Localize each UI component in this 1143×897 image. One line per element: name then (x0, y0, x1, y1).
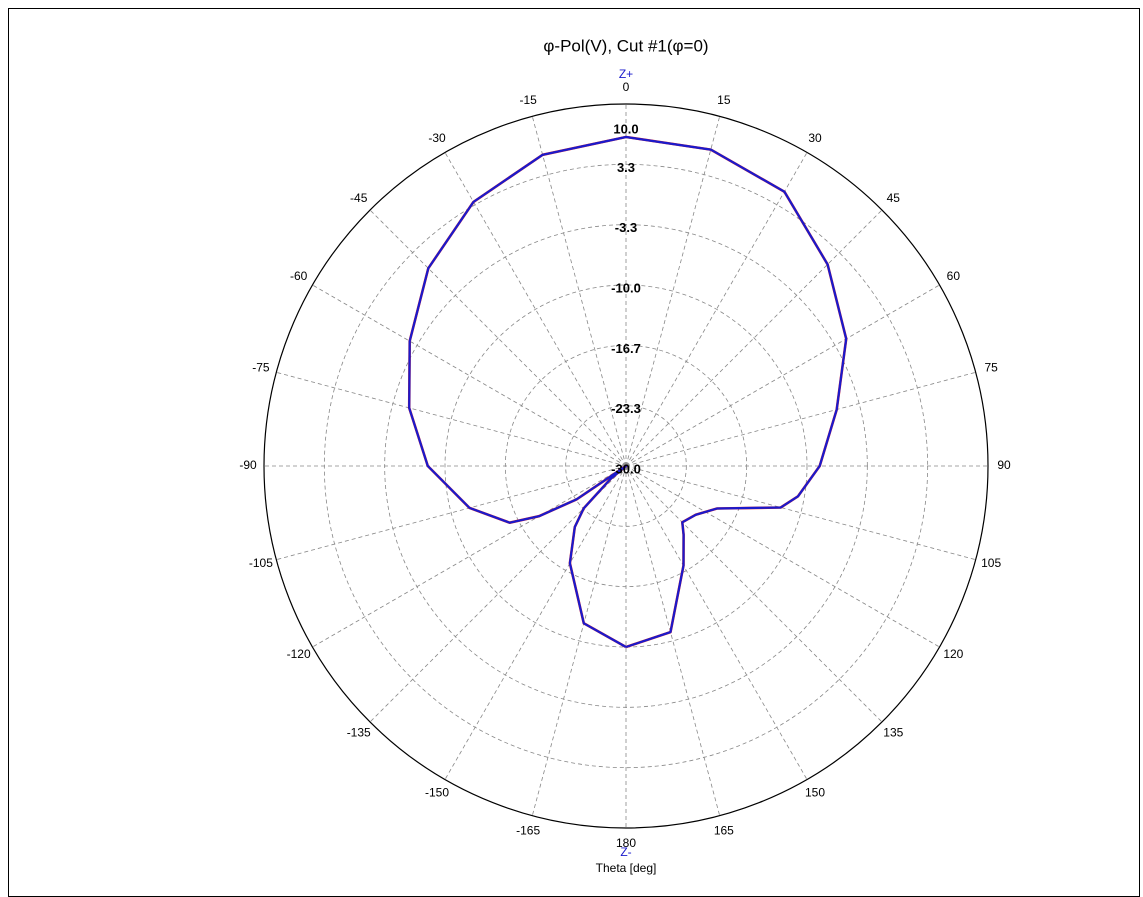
theta-tick-label: -90 (239, 458, 257, 472)
frame (8, 8, 1140, 897)
r-tick-label: -23.3 (611, 401, 641, 416)
theta-tick-label: 75 (984, 360, 998, 374)
theta-tick-label: 60 (947, 269, 961, 283)
zenith-label: Z+ (619, 67, 633, 81)
grid-ring (504, 344, 748, 588)
theta-tick-label: -30 (428, 131, 446, 145)
theta-tick-label: 90 (997, 458, 1011, 472)
r-tick-label: 10.0 (613, 121, 638, 136)
r-tick-label: -10.0 (611, 280, 641, 295)
theta-tick-label: -150 (425, 786, 449, 800)
grid-spoke (312, 284, 627, 467)
theta-tick-label: 0 (623, 80, 630, 94)
grid-spoke (531, 465, 627, 816)
grid-spoke (625, 465, 883, 723)
theta-tick-label: 165 (714, 823, 734, 837)
outer-ring (263, 103, 989, 829)
grid-ring (323, 163, 929, 769)
r-tick-label: -16.7 (611, 341, 641, 356)
theta-tick-label: 30 (808, 131, 822, 145)
pattern-line (408, 135, 848, 649)
theta-tick-label: 45 (887, 191, 901, 205)
theta-tick-label: -45 (350, 191, 368, 205)
axis-label: Theta [deg] (596, 861, 657, 875)
theta-tick-label: -165 (516, 823, 540, 837)
grid-spoke (312, 465, 627, 648)
theta-tick-label: -135 (347, 725, 371, 739)
theta-tick-label: -75 (252, 360, 270, 374)
theta-tick-label: 135 (883, 725, 903, 739)
r-tick-label: -30.0 (611, 461, 641, 476)
theta-tick-label: -15 (519, 93, 537, 107)
theta-tick-label: 180 (616, 836, 636, 850)
theta-tick-label: -120 (287, 647, 311, 661)
grid-spoke (531, 116, 627, 467)
r-tick-label: -3.3 (615, 220, 637, 235)
theta-tick-label: 120 (943, 647, 963, 661)
grid-ring (384, 224, 868, 708)
theta-tick-label: 150 (805, 786, 825, 800)
grid-ring (565, 405, 687, 527)
r-tick-label: 3.3 (617, 160, 635, 175)
grid-spoke (276, 371, 627, 467)
theta-tick-label: 105 (981, 556, 1001, 570)
grid-ring (444, 284, 808, 648)
grid-spoke (625, 209, 883, 467)
nadir-label: Z- (620, 845, 631, 859)
theta-tick-label: 15 (717, 93, 731, 107)
theta-tick-label: -60 (290, 269, 308, 283)
theta-tick-label: -105 (249, 556, 273, 570)
chart-title: φ-Pol(V), Cut #1(φ=0) (543, 36, 708, 55)
